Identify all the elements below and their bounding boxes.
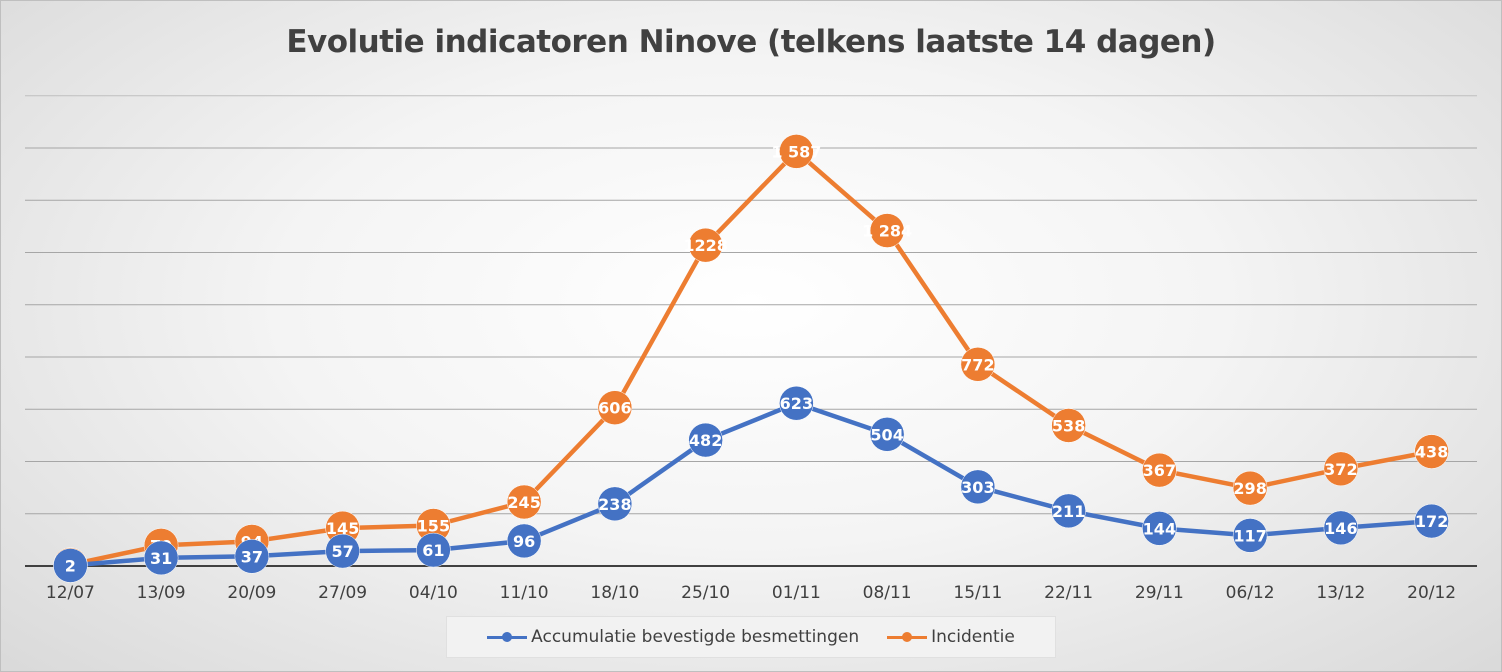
x-tick-label: 20/12 [1407,583,1456,603]
data-label: 298 [1233,479,1266,498]
gridlines [25,95,1477,515]
data-point [597,486,633,522]
x-tick-label: 12/07 [46,583,95,603]
data-point [325,533,360,569]
x-tick-label: 18/10 [590,583,639,603]
data-label: 1 587 [771,142,821,161]
legend-item-accumulatie: Accumulatie bevestigde besmettingen [487,627,859,647]
data-point [1142,452,1177,488]
data-label: 31 [150,549,172,568]
data-point [234,539,270,574]
legend-marker-accumulatie [487,631,528,643]
data-label: 606 [598,399,631,418]
series-lines [69,149,1433,568]
data-point [506,484,542,520]
data-point [688,422,723,458]
legend: Accumulatie bevestigde besmettingen Inci… [446,616,1056,658]
data-point [1051,408,1086,443]
data-point [1232,518,1268,553]
x-axis: 12/07 13/09 20/09 27/09 04/10 11/10 18/10 25/10… [25,565,1477,603]
data-point [597,390,633,425]
x-tick-label: 25/10 [681,583,730,603]
data-point [1232,470,1268,506]
x-tick-label: 13/09 [137,583,186,603]
data-label: 1 284 [862,222,912,241]
data-point [1323,451,1359,487]
data-point [1414,503,1449,539]
data-label: 504 [870,425,903,444]
data-label: 61 [422,541,444,560]
data-label: 538 [1052,416,1085,435]
legend-label-incidentie: Incidentie [931,627,1015,647]
x-tick-label: 15/11 [953,583,1002,603]
x-tick-label: 06/12 [1226,583,1275,603]
data-point [869,213,905,248]
data-label: 2 [65,556,76,575]
data-label: 1228 [683,236,728,255]
data-point [779,134,814,169]
x-tick-label: 11/10 [500,583,549,603]
data-point [506,523,542,559]
data-point [1414,434,1449,469]
data-point [688,227,723,263]
data-label: 144 [1143,519,1176,538]
data-label: 372 [1324,460,1357,479]
legend-item-incidentie: Incidentie [887,627,1015,647]
data-label: 146 [1324,519,1357,538]
data-label: 57 [331,542,353,561]
data-point [416,532,451,568]
x-tick-label: 29/11 [1135,583,1184,603]
data-label: 772 [961,355,994,374]
legend-label-accumulatie: Accumulatie bevestigde besmettingen [531,627,860,647]
data-label: 303 [961,478,994,497]
data-label: 367 [1143,461,1176,480]
data-point [960,469,996,505]
series-line [70,400,1432,568]
data-label: 155 [417,517,450,536]
x-tick-label: 01/11 [772,583,821,603]
data-point [1323,510,1359,546]
data-point [960,347,996,382]
data-point [1142,511,1177,546]
data-label: 145 [326,519,359,538]
data-label: 438 [1415,443,1448,462]
data-label: 482 [689,431,722,450]
data-point [869,417,905,452]
data-label: 211 [1052,502,1085,521]
x-tick-label: 08/11 [863,583,912,603]
data-label: 238 [598,495,631,514]
x-tick-label: 04/10 [409,583,458,603]
data-label: 37 [241,547,263,566]
data-label: 117 [1233,526,1266,545]
x-tick-label: 27/09 [318,583,367,603]
chart-title: Evolutie indicatoren Ninove (telkens laa… [286,24,1216,60]
legend-marker-incidentie [887,631,928,643]
x-tick-label: 20/09 [227,583,276,603]
x-tick-label: 22/11 [1044,583,1093,603]
data-label: 245 [507,493,540,512]
data-label: 623 [780,394,813,413]
data-point [143,540,179,576]
data-label: 96 [513,532,535,551]
data-point [1051,493,1086,529]
data-point [779,385,814,421]
series-line [69,149,1433,567]
x-tick-label: 13/12 [1316,583,1365,603]
data-label: 172 [1415,512,1448,531]
data-point [53,548,88,583]
